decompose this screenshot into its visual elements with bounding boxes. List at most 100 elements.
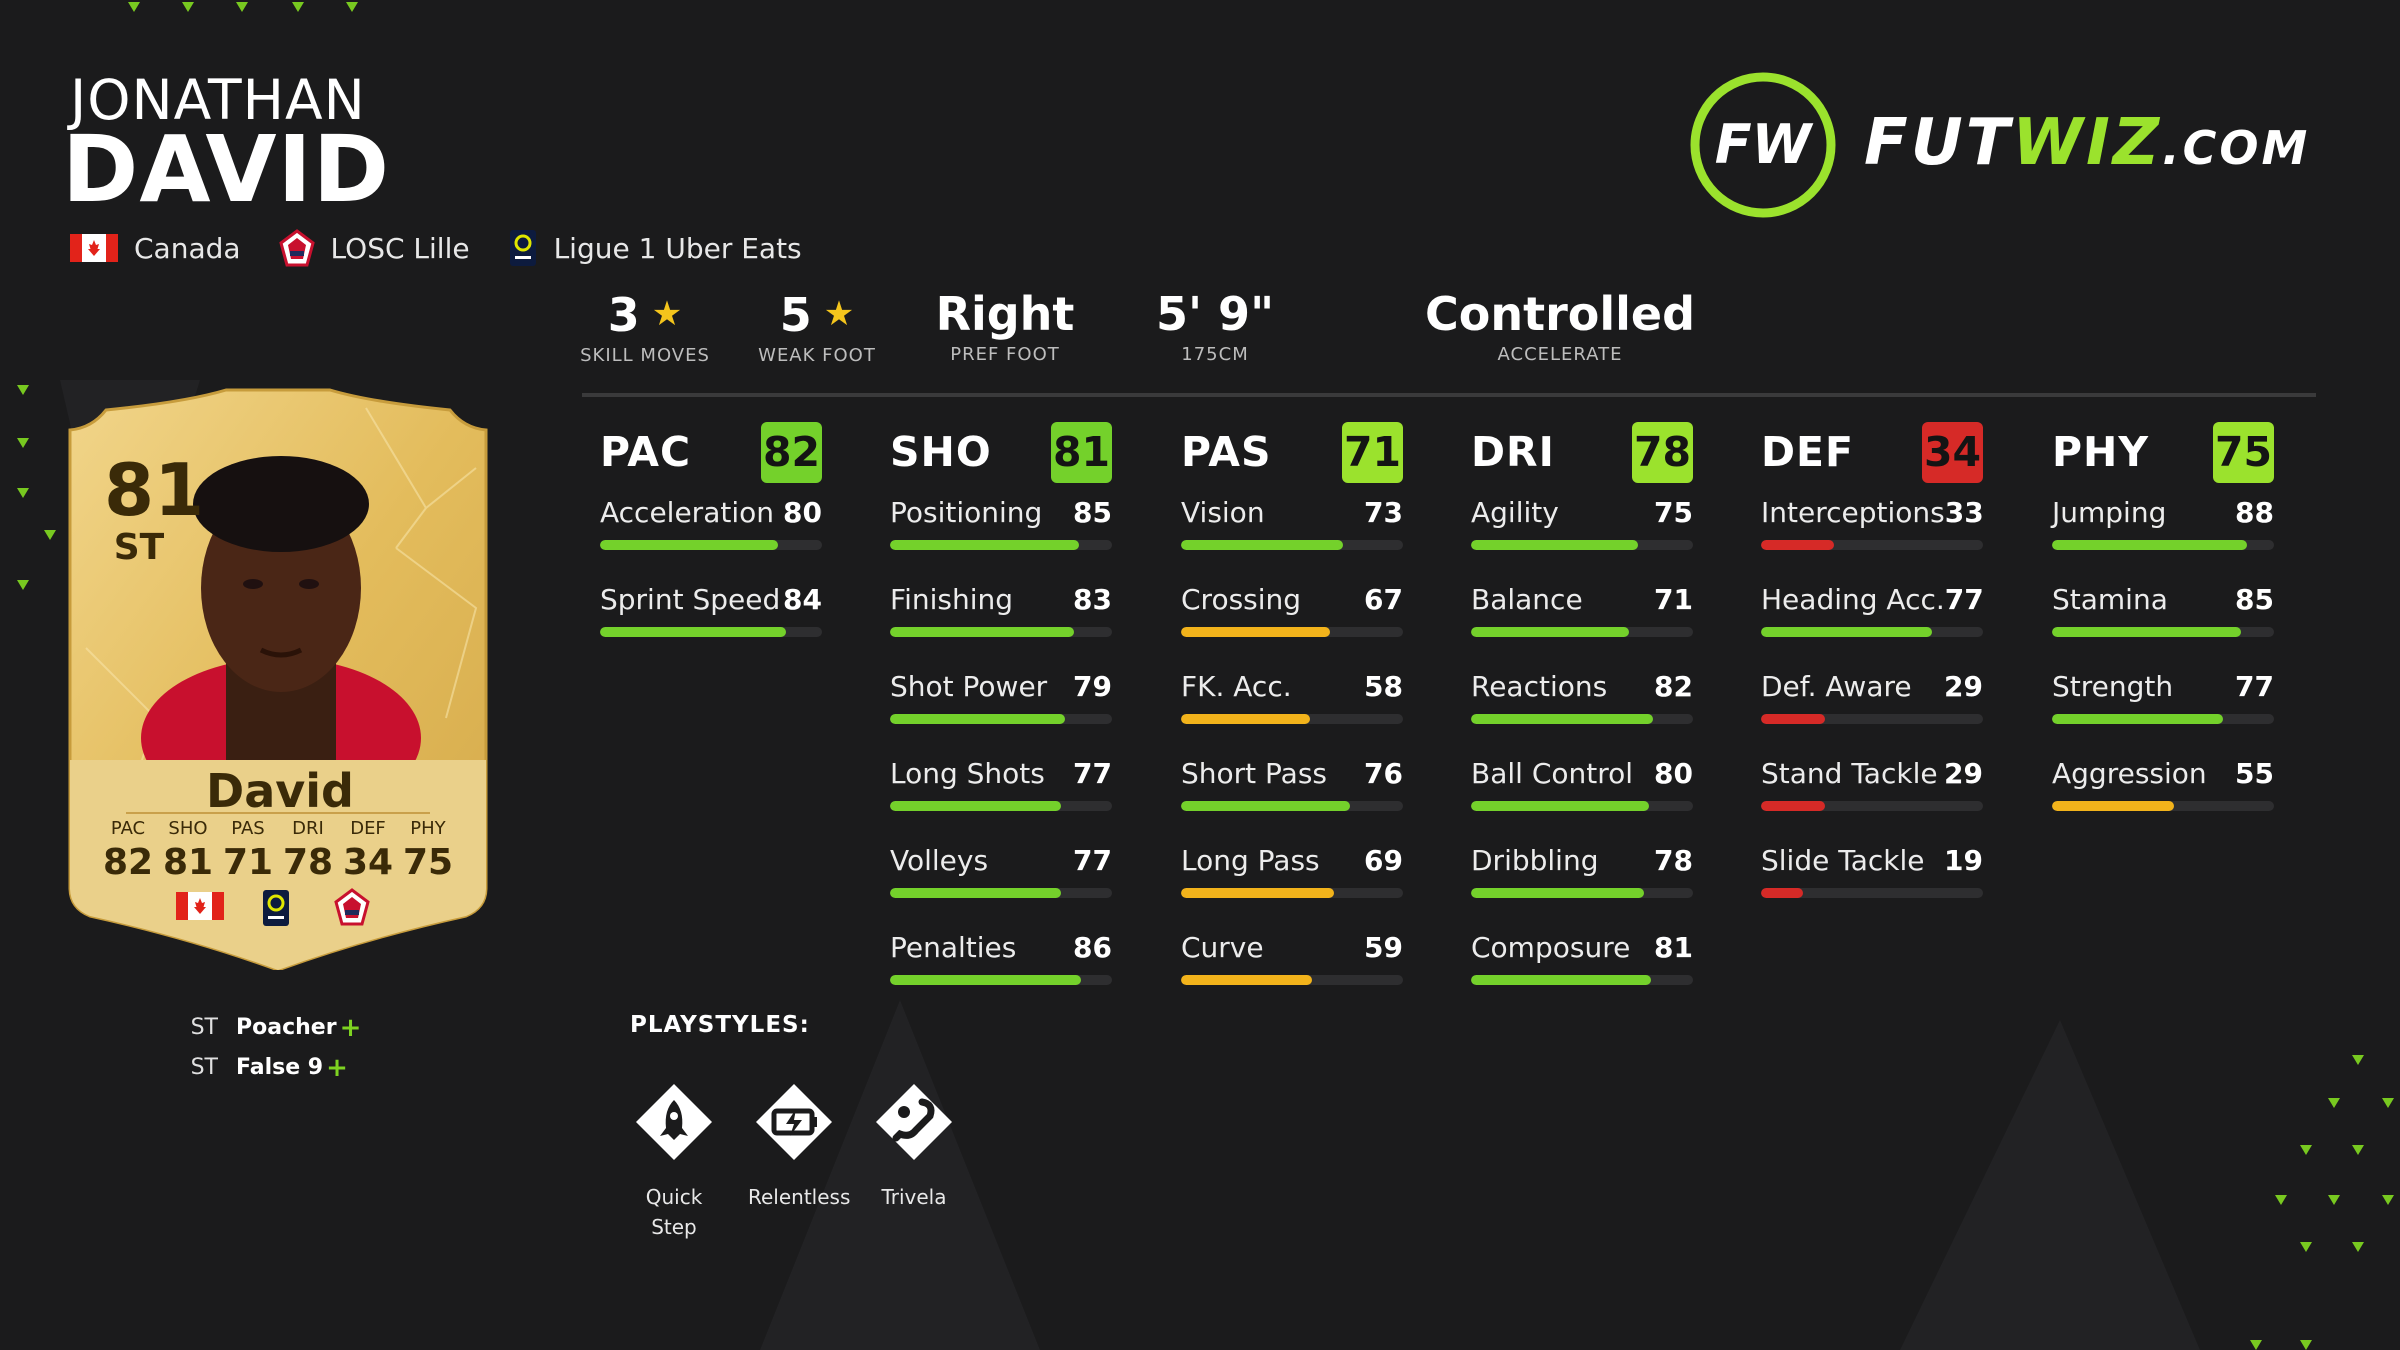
chem-style-name: Poacher [236,1015,337,1040]
stat-row: Jumping 88 [2052,496,2274,571]
stat-name: Aggression [2052,757,2207,790]
stat-bar-track [1471,540,1693,550]
stat-row: Reactions 82 [1471,670,1693,745]
card-position: ST [113,527,165,568]
stat-bar-track [1761,540,1983,550]
height-value: 5' 9" [1155,287,1275,341]
stat-bar-track [600,627,822,637]
playstyle-trivela[interactable]: Trivela [854,1080,974,1212]
lille-crest-icon [278,229,315,267]
stat-bar-track [1181,888,1403,898]
stat-bar-track [2052,540,2274,550]
stat-name: Acceleration [600,496,774,529]
stat-name: Dribbling [1471,844,1599,877]
lille-crest-icon [334,888,370,926]
player-card[interactable] [66,388,490,970]
stat-value: 59 [1364,931,1403,964]
stat-name: Crossing [1181,583,1302,616]
card-stat-sho: SHO 81 [158,817,218,885]
stat-bar-fill [600,627,787,637]
stat-row: Sprint Speed 84 [600,583,822,658]
card-stat-value: 78 [282,842,334,883]
logo-mark-text: FW [1715,113,1814,176]
card-stat-pac: PAC 82 [98,817,158,885]
stat-name: Reactions [1471,670,1608,703]
stat-bar-fill [890,975,1081,985]
skill-moves-label: SKILL MOVES [580,345,710,366]
stat-value: 82 [1654,670,1693,703]
stat-row: Long Shots 77 [890,757,1112,832]
rocket-icon [636,1084,712,1160]
stat-value: 77 [1073,844,1112,877]
stat-bar-fill [1181,801,1350,811]
attribute-rating-badge: 34 [1922,421,1983,483]
card-stat-phy: PHY 75 [398,817,458,885]
stat-value: 58 [1364,670,1403,703]
stat-bar-track [2052,714,2274,724]
stat-bar-fill [2052,714,2223,724]
stat-name: Heading Acc. [1761,583,1945,616]
stat-name: Vision [1181,496,1265,529]
stat-bar-fill [1471,975,1651,985]
stat-bar-fill [1471,540,1638,550]
stat-name: Volleys [890,844,989,877]
playstyle-quick-step[interactable]: Quick Step [614,1080,734,1242]
futwiz-logo[interactable]: FW FUTWIZ.COM [1688,70,2310,220]
card-stat-label: PHY [410,818,446,839]
attribute-header: DEF 34 [1761,420,1983,484]
stat-value: 84 [783,583,822,616]
card-stat-label: SHO [168,818,208,839]
chem-style-row[interactable]: ST False 9 + [190,1048,361,1088]
attribute-rating-badge: 78 [1632,421,1693,483]
pref-foot-value: Right [935,287,1075,341]
stat-bar-track [1181,975,1403,985]
stat-row: Long Pass 69 [1181,844,1403,919]
stat-bar-fill [2052,801,2175,811]
ligue1-logo-icon [263,890,289,926]
stat-name: Long Pass [1181,844,1320,877]
stats-divider [582,393,2316,397]
attribute-name: PAC [600,428,692,476]
card-stat-label: PAS [231,818,265,839]
stat-row: Ball Control 80 [1471,757,1693,832]
stat-name: Positioning [890,496,1043,529]
stat-bar-track [890,540,1112,550]
player-first-name: JONATHAN [70,68,366,132]
chem-style-row[interactable]: ST Poacher + [190,1008,362,1048]
stat-value: 83 [1073,583,1112,616]
attribute-column-dri: DRI 78 Agility 75 Balance 71 Reactions 82 Ball C… [1471,420,1693,1006]
stat-bar-track [890,627,1112,637]
attribute-header: PAS 71 [1181,420,1403,484]
stat-bar-track [600,540,822,550]
card-stat-value: 75 [402,842,454,883]
logo-word-wiz: WIZ [2012,105,2163,180]
pref-foot-label: PREF FOOT [950,344,1060,365]
pref-foot-stat: Right PREF FOOT [930,286,1080,365]
stat-row: Crossing 67 [1181,583,1403,658]
logo-word-com: .COM [2162,120,2311,175]
stat-name: Interceptions [1761,496,1945,529]
futwiz-emblem-icon: FW [1690,72,1836,218]
card-stat-pas: PAS 71 [218,817,278,885]
stat-value: 79 [1073,670,1112,703]
card-stat-label: DEF [350,818,386,839]
stat-bar-track [1761,627,1983,637]
stat-bar-fill [1471,888,1645,898]
stat-row: Curve 59 [1181,931,1403,1006]
attribute-column-sho: SHO 81 Positioning 85 Finishing 83 Shot Power 7… [890,420,1112,1006]
canada-flag-icon [70,234,118,262]
playstyle-relentless[interactable]: Relentless [734,1080,854,1212]
attribute-header: PAC 82 [600,420,822,484]
stat-row: Stand Tackle 29 [1761,757,1983,832]
stat-bar-fill [1471,627,1629,637]
star-icon: ★ [651,294,683,334]
chem-style-position: ST [190,1055,218,1080]
stat-bar-track [1181,540,1403,550]
stat-bar-fill [1761,540,1835,550]
stat-value: 55 [2235,757,2274,790]
stat-value: 86 [1073,931,1112,964]
stat-value: 75 [1654,496,1693,529]
stat-name: FK. Acc. [1181,670,1292,703]
card-stat-label: DRI [292,818,324,839]
stat-bar-fill [1761,888,1804,898]
